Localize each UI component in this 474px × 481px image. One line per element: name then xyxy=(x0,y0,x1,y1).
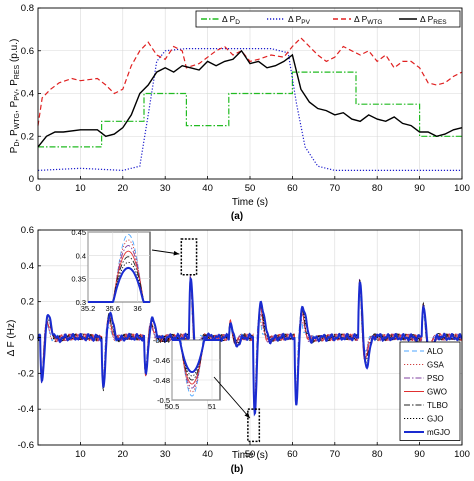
zoom-arrow-head xyxy=(244,412,250,419)
inset-x-tick-label: 51 xyxy=(208,402,216,411)
panel-b-y-tick-label: 0 xyxy=(29,333,34,344)
inset-x-tick-label: 35.2 xyxy=(81,304,96,313)
panel-a-x-tick-label: 60 xyxy=(287,183,298,194)
panel-a-y-tick-label: 0.2 xyxy=(21,131,34,142)
zoom-arrow-head xyxy=(173,250,180,256)
panel-a-x-tick-label: 30 xyxy=(160,183,171,194)
panel-b-y-tick-label: -0.6 xyxy=(18,440,34,451)
panel-b-x-axis-label: Time (s) xyxy=(232,450,268,461)
panel-b-legend-entry: PSO xyxy=(427,374,444,383)
panel-a-ticks: 0 10 20 30 40 50 60 70 80 90 100 0 0.2 0.4 0.6 0.8 xyxy=(21,3,470,194)
panel-b-x-tick-label: 30 xyxy=(160,449,171,460)
panel-a-x-tick-label: 10 xyxy=(75,183,86,194)
inset-y-tick-label: 0.4 xyxy=(76,251,86,260)
panel-a-y-tick-label: 0.6 xyxy=(21,46,34,57)
panel-a-series-line xyxy=(37,49,463,148)
inset-y-tick-label: 0.3 xyxy=(76,298,86,307)
panel-b-x-tick-label: 90 xyxy=(414,449,425,460)
panel-a-series xyxy=(37,37,463,172)
inset-y-tick-label: -0.48 xyxy=(153,376,170,385)
inset-y-tick-label: 0.45 xyxy=(71,228,86,237)
panel-a-series-line xyxy=(37,47,462,172)
inset-series-line xyxy=(172,339,220,377)
panel-b-y-tick-label: 0.6 xyxy=(21,225,34,236)
panel-a-x-tick-label: 0 xyxy=(35,183,40,194)
panel-b-legend-entry: TLBO xyxy=(427,401,448,410)
panel-b-label: (b) xyxy=(231,464,244,475)
panel-b-x-tick-label: 50 xyxy=(245,449,256,460)
panel-b-x-tick-label: 60 xyxy=(287,449,298,460)
panel-a-y-tick-label: 0.4 xyxy=(21,89,34,100)
panel-b: 10 20 30 40 50 60 70 80 90 100 -0.6 -0.4 -0.2 0 0.2 0.4… xyxy=(6,225,470,475)
panel-a-x-tick-label: 80 xyxy=(372,183,383,194)
panel-a: 0 10 20 30 40 50 60 70 80 90 100 0 0.2 0.4 0.6 0.8 Δ PD… xyxy=(9,3,470,222)
panel-b-x-tick-label: 20 xyxy=(118,449,129,460)
panel-a-series-line xyxy=(37,37,463,126)
panel-b-legend: ALO GSA PSO GWO TLBO GJO mGJO xyxy=(399,341,461,441)
panel-a-x-tick-label: 20 xyxy=(118,183,129,194)
panel-b-x-tick-label: 10 xyxy=(75,449,86,460)
panel-b-legend-entry: GJO xyxy=(427,415,443,424)
panel-b-legend-entry: mGJO xyxy=(427,428,450,437)
panel-a-y-tick-label: 0.8 xyxy=(21,3,34,14)
panel-a-legend-box xyxy=(195,10,461,28)
inset-y-tick-label: -0.44 xyxy=(153,336,170,345)
panel-b-legend-entry: GSA xyxy=(427,361,445,370)
panel-b-legend-entry: GWO xyxy=(427,388,447,397)
inset-series-line xyxy=(88,256,150,303)
zoom-arrow-line xyxy=(213,376,251,419)
panel-b-ticks: 10 20 30 40 50 60 70 80 90 100 -0.6 -0.4 -0.2 0 0.2 0.4… xyxy=(18,225,470,460)
panel-b-x-tick-label: 40 xyxy=(202,449,213,460)
zoom-region-marker xyxy=(247,408,261,443)
panel-b-x-tick-label: 70 xyxy=(330,449,341,460)
panel-a-x-tick-label: 50 xyxy=(245,183,256,194)
panel-b-x-tick-label: 80 xyxy=(372,449,383,460)
inset-series-line xyxy=(172,339,220,374)
panel-b-y-tick-label: -0.2 xyxy=(18,368,34,379)
panel-a-x-tick-label: 40 xyxy=(202,183,213,194)
panel-b-insets: 35.2 35.6 36 0.3 0.35 0.4 0.45 50.5 51 -0.44 -0.46… xyxy=(71,228,261,443)
panel-b-series xyxy=(37,273,463,417)
panel-b-legend-entry: ALO xyxy=(427,347,443,356)
panel-b-series-line xyxy=(37,276,463,417)
panel-a-x-tick-label: 100 xyxy=(454,183,470,194)
inset-y-tick-label: -0.46 xyxy=(153,356,170,365)
inset-y-tick-label: -0.5 xyxy=(157,396,170,405)
panel-a-series-line xyxy=(38,71,462,148)
panel-a-x-tick-label: 70 xyxy=(330,183,341,194)
inset-x-tick-label: 36 xyxy=(133,304,141,313)
panel-a-label: (a) xyxy=(231,211,243,222)
panel-a-x-axis-label: Time (s) xyxy=(232,197,268,208)
panel-b-x-tick-label: 100 xyxy=(454,449,470,460)
panel-a-legend: Δ PD Δ PPV Δ PWTG Δ PRES xyxy=(195,10,461,28)
inset-x-tick-label: 35.6 xyxy=(105,304,120,313)
inset-y-tick-label: 0.35 xyxy=(71,275,86,284)
inset-series-line xyxy=(88,261,150,303)
inset-x-tick-label: 50.5 xyxy=(165,402,180,411)
panel-a-x-tick-label: 90 xyxy=(414,183,425,194)
inset-series-line xyxy=(88,266,150,303)
panel-b-y-tick-label: 0.4 xyxy=(21,261,34,272)
panel-b-y-tick-label: 0.2 xyxy=(21,297,34,308)
panel-a-y-tick-label: 0 xyxy=(29,174,34,185)
panel-a-y-axis-label: PD, PWTG, PPV, PRES (p.u.) xyxy=(9,39,21,154)
panel-a-grid xyxy=(37,7,463,180)
panel-b-y-tick-label: -0.4 xyxy=(18,404,34,415)
panel-b-y-axis-label: Δ F (Hz) xyxy=(6,320,17,357)
panel-b-series-line xyxy=(37,278,463,409)
zoom-region-marker xyxy=(180,238,198,276)
